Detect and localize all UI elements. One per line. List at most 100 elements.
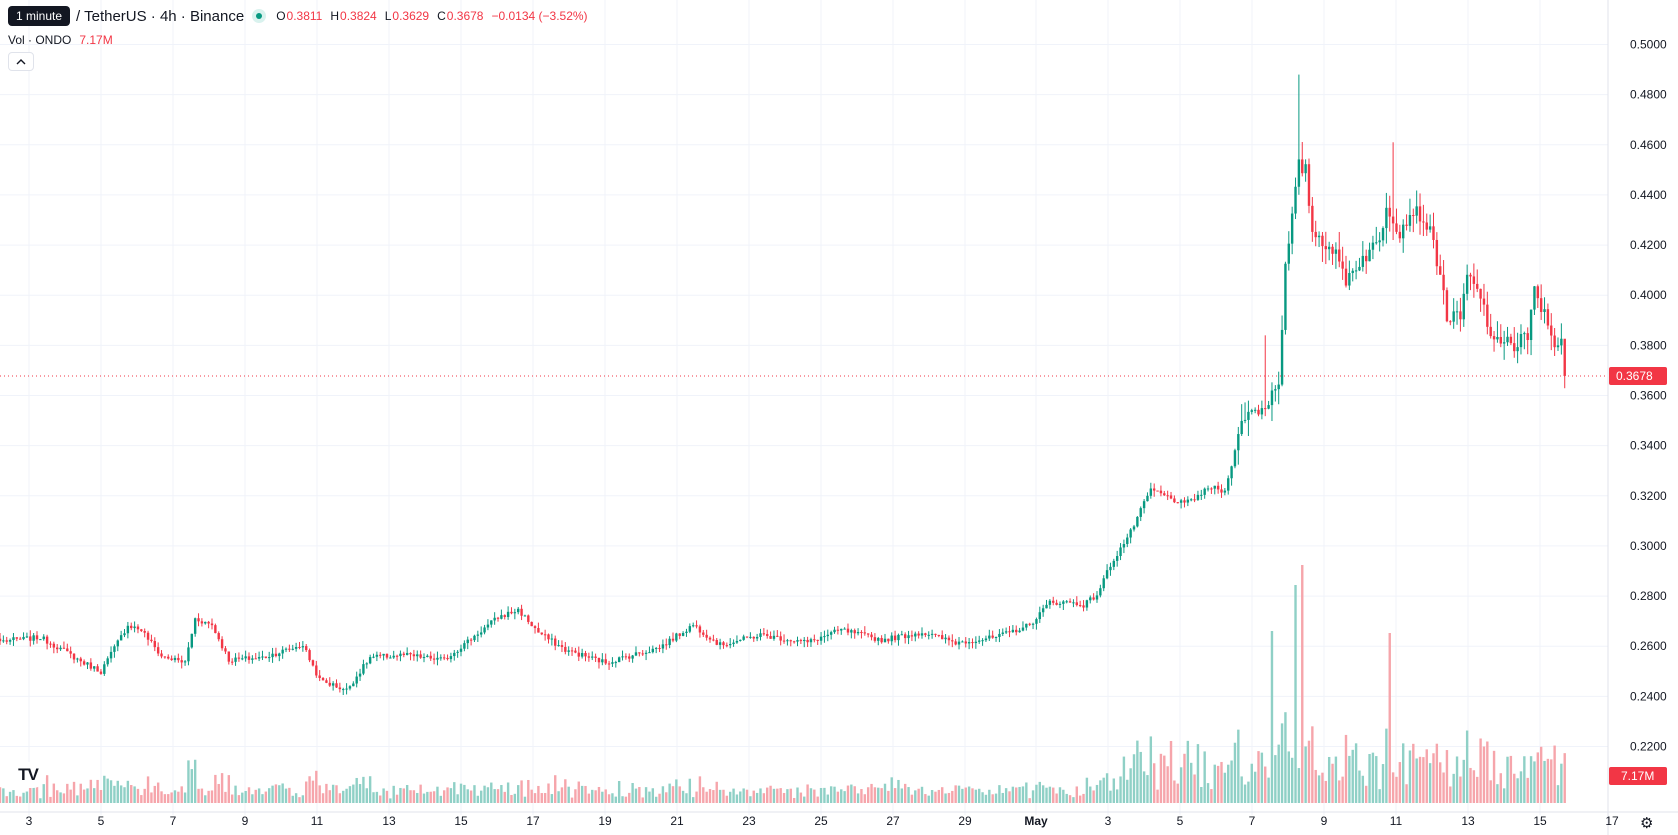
volume-bar xyxy=(1048,786,1052,803)
candle-body xyxy=(8,640,12,642)
candle-body xyxy=(1176,502,1179,504)
candle-body xyxy=(1375,242,1378,244)
volume-bar xyxy=(402,788,405,803)
collapse-legend-button[interactable] xyxy=(8,52,34,71)
candle-body xyxy=(308,650,311,661)
volume-bar xyxy=(1324,780,1328,803)
candle-body xyxy=(705,634,708,638)
candle-body xyxy=(1408,215,1412,226)
volume-bar xyxy=(469,790,473,803)
volume-bar xyxy=(1112,778,1116,803)
candle-body xyxy=(1476,283,1479,289)
volume-bar xyxy=(305,781,308,803)
candle-body xyxy=(392,655,395,658)
volume-bar xyxy=(1307,740,1311,803)
candle-body xyxy=(752,636,755,639)
volume-bar xyxy=(1193,774,1196,803)
candle-body xyxy=(1324,246,1328,250)
volume-bar xyxy=(1200,787,1203,803)
volume-bar xyxy=(1206,783,1210,803)
volume-bar xyxy=(365,788,368,803)
candle-body xyxy=(1274,389,1277,391)
volume-bar xyxy=(1465,730,1469,803)
price-axis[interactable]: 0.5000 0.4800 0.4600 0.4400 0.4200 0.4000 0.38… xyxy=(1607,0,1667,835)
tradingview-logo-icon[interactable]: TV xyxy=(10,762,46,788)
volume-bar xyxy=(1482,746,1486,803)
volume-bar xyxy=(742,788,745,803)
candle-body xyxy=(338,687,342,690)
candle-body xyxy=(247,656,251,660)
candle-body xyxy=(1115,556,1119,561)
candle-body xyxy=(123,633,126,636)
volume-bar xyxy=(1425,749,1428,803)
volume-bar xyxy=(315,770,318,803)
candle-body xyxy=(96,666,99,672)
volume-bar xyxy=(702,787,705,803)
volume-bar xyxy=(1314,769,1317,803)
volume-bar xyxy=(530,789,533,803)
volume-bar xyxy=(1462,759,1465,803)
candle-body xyxy=(1449,321,1452,323)
candle-body xyxy=(190,633,194,648)
volume-bar xyxy=(274,784,278,803)
volume-bar xyxy=(281,783,284,803)
volume-bar xyxy=(1092,790,1095,803)
candle-body xyxy=(136,626,140,630)
candle-body xyxy=(1062,601,1065,604)
y-tick-label: 0.2600 xyxy=(1630,639,1667,653)
candle-body xyxy=(1418,206,1422,222)
market-status-icon[interactable] xyxy=(252,9,267,23)
volume-bar xyxy=(1247,781,1250,803)
candle-body xyxy=(715,639,718,645)
candle-body xyxy=(2,640,5,642)
candle-body xyxy=(1099,588,1102,596)
symbol-title[interactable]: / TetherUS · 4h · Binance xyxy=(76,7,245,25)
volume-bar xyxy=(1240,776,1243,803)
volume-bar xyxy=(291,795,294,803)
candle-body xyxy=(937,634,941,636)
volume-bar xyxy=(1183,753,1186,803)
volume-label[interactable]: Vol · ONDO xyxy=(8,33,72,47)
volume-bar xyxy=(49,796,52,803)
volume-bar xyxy=(890,777,893,803)
volume-bar xyxy=(591,789,594,803)
candle-body xyxy=(527,615,530,622)
volume-bar xyxy=(257,788,261,803)
candle-body xyxy=(604,659,607,664)
volume-bar xyxy=(200,788,204,803)
time-axis[interactable]: 3 5 7 9 11 13 15 17 19 21 23 25 27 29 May 3 5 7 9 11 13 15 17 xyxy=(0,811,1678,828)
volume-bar xyxy=(1179,767,1183,803)
candle-body xyxy=(1089,597,1092,601)
candle-body xyxy=(150,639,153,642)
volume-bar xyxy=(288,787,291,803)
gear-icon[interactable]: ⚙ xyxy=(1640,815,1654,832)
candle-body xyxy=(702,632,705,635)
x-tick-label: 17 xyxy=(526,814,540,828)
volume-bar xyxy=(718,789,722,803)
volume-bar xyxy=(634,788,638,803)
candle-body xyxy=(1388,207,1391,217)
volume-bar xyxy=(1489,780,1492,803)
volume-bar xyxy=(1220,761,1223,803)
candle-body xyxy=(631,655,634,659)
candle-body xyxy=(957,641,961,645)
volume-bar xyxy=(1025,782,1028,803)
candle-body xyxy=(1179,500,1183,503)
candle-body xyxy=(66,648,69,652)
candle-body xyxy=(1381,228,1385,241)
candle-body xyxy=(624,656,628,658)
volume-bar xyxy=(1041,785,1045,803)
volume-bar xyxy=(705,791,708,803)
candle-body xyxy=(1290,213,1294,244)
volume-bar xyxy=(1001,792,1004,803)
x-tick-label: 11 xyxy=(311,814,324,828)
candle-body xyxy=(230,661,234,663)
candle-body xyxy=(1301,159,1304,174)
candle-body xyxy=(941,635,944,640)
volume-bar xyxy=(1277,744,1280,803)
volume-bar xyxy=(1230,760,1233,803)
volume-bar xyxy=(957,785,961,803)
candle-body xyxy=(493,617,496,621)
volume-bar xyxy=(856,793,860,803)
